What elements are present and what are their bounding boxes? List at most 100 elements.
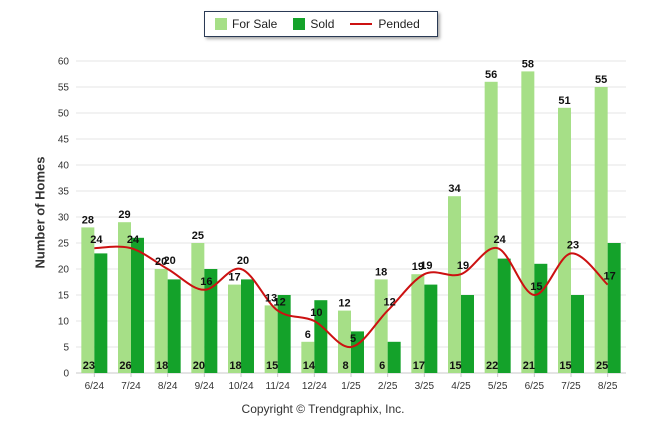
legend-label-sold: Sold <box>310 17 335 31</box>
bar-sold <box>314 300 328 373</box>
legend-item-for-sale[interactable]: For Sale <box>215 17 277 31</box>
data-label-for-sale: 20 <box>155 256 167 268</box>
data-labels: 28 23 29 26 20 18 25 20 17 18 13 15 6 14 12 8 18 6 19 17 34 1… <box>82 58 616 372</box>
y-tick-label: 0 <box>63 369 69 380</box>
bar-sold <box>424 284 438 373</box>
x-tick-label: 1/25 <box>341 381 361 392</box>
data-label-sold: 15 <box>266 360 278 372</box>
data-label-sold: 17 <box>413 360 425 372</box>
data-label-sold: 15 <box>559 360 571 372</box>
bar-for-sale <box>521 71 535 374</box>
data-label-pended: 23 <box>567 239 579 251</box>
bar-for-sale <box>374 279 388 373</box>
bar-for-sale <box>301 341 315 373</box>
data-label-for-sale: 29 <box>118 209 130 221</box>
bar-sold <box>607 243 621 373</box>
x-tick-label: 9/24 <box>195 381 215 392</box>
bar-for-sale <box>338 310 351 373</box>
data-label-for-sale: 6 <box>305 329 311 341</box>
bar-for-sale <box>191 243 205 373</box>
y-axis-ticks: 0 5 10 15 20 25 30 35 40 45 50 55 60 <box>58 57 70 380</box>
bar-sold <box>204 269 218 373</box>
y-axis-label: Number of Homes <box>32 156 48 269</box>
x-tick-label: 5/25 <box>488 381 508 392</box>
data-label-pended: 5 <box>350 333 356 345</box>
bars <box>81 71 621 374</box>
data-label-for-sale: 17 <box>228 272 240 284</box>
data-label-pended: 15 <box>530 281 542 293</box>
data-label-sold: 18 <box>156 360 168 372</box>
sold-swatch <box>293 18 306 30</box>
x-tick-label: 4/25 <box>451 381 471 392</box>
pended-series-line <box>94 245 609 349</box>
y-tick-label: 30 <box>58 213 70 224</box>
bar-for-sale <box>484 81 498 374</box>
y-tick-label: 25 <box>58 239 70 250</box>
bar-sold <box>241 279 254 373</box>
bar-for-sale <box>411 274 425 373</box>
data-label-pended: 20 <box>237 255 249 267</box>
data-label-sold: 26 <box>119 360 131 372</box>
data-label-sold: 6 <box>379 360 385 372</box>
bar-sold <box>571 295 584 373</box>
data-label-for-sale: 56 <box>485 69 497 81</box>
y-tick-label: 55 <box>58 83 70 94</box>
data-label-sold: 18 <box>229 360 241 372</box>
bar-sold <box>534 263 548 373</box>
bar-for-sale <box>594 87 608 373</box>
x-tick-label: 7/24 <box>121 381 141 392</box>
data-label-for-sale: 58 <box>522 58 534 70</box>
data-label-pended: 12 <box>274 297 286 309</box>
legend: For Sale Sold Pended <box>204 11 438 37</box>
data-label-pended: 20 <box>164 255 176 267</box>
data-label-pended: 24 <box>127 234 140 246</box>
y-tick-label: 20 <box>58 265 70 276</box>
data-label-for-sale: 34 <box>448 183 461 195</box>
x-tick-label: 2/25 <box>378 381 398 392</box>
legend-label-pended: Pended <box>378 17 420 31</box>
data-label-pended: 24 <box>90 234 103 246</box>
data-label-pended: 19 <box>420 260 432 272</box>
data-label-for-sale: 12 <box>338 298 350 310</box>
legend-item-sold[interactable]: Sold <box>293 17 334 31</box>
bar-sold <box>461 295 474 373</box>
x-tick-label: 11/24 <box>266 381 291 392</box>
y-tick-label: 5 <box>63 343 69 354</box>
data-label-sold: 20 <box>193 360 205 372</box>
y-tick-label: 60 <box>58 57 70 68</box>
legend-item-pended[interactable]: Pended <box>350 17 420 31</box>
bar-sold <box>387 341 401 373</box>
data-label-for-sale: 13 <box>265 292 277 304</box>
data-label-pended: 10 <box>310 307 322 319</box>
data-label-pended: 24 <box>494 234 507 246</box>
for-sale-swatch <box>215 18 227 30</box>
bar-for-sale <box>448 196 461 373</box>
x-tick-label: 12/24 <box>302 381 327 392</box>
y-tick-label: 50 <box>58 109 70 120</box>
data-label-pended: 19 <box>457 260 469 272</box>
y-tick-label: 45 <box>58 135 70 146</box>
y-tick-label: 10 <box>58 317 70 328</box>
data-label-sold: 15 <box>449 360 461 372</box>
bar-for-sale <box>81 227 95 373</box>
bar-sold <box>94 253 108 373</box>
data-label-for-sale: 19 <box>412 261 424 273</box>
bar-sold <box>131 237 144 373</box>
bar-sold <box>167 279 181 373</box>
x-tick-label: 8/24 <box>158 381 178 392</box>
x-tick-label: 8/25 <box>598 381 618 392</box>
x-tick-label: 6/25 <box>525 381 545 392</box>
pended-line <box>94 245 609 349</box>
data-label-pended: 12 <box>384 297 396 309</box>
data-label-for-sale: 25 <box>192 230 204 242</box>
bar-sold <box>497 258 511 373</box>
data-label-for-sale: 28 <box>82 214 94 226</box>
y-tick-label: 15 <box>58 291 70 302</box>
bar-for-sale <box>558 107 571 374</box>
data-label-sold: 22 <box>486 360 498 372</box>
data-label-sold: 14 <box>303 360 316 372</box>
copyright-text: Copyright © Trendgraphix, Inc. <box>241 402 405 416</box>
y-tick-label: 40 <box>58 161 70 172</box>
x-tick-label: 3/25 <box>415 381 435 392</box>
